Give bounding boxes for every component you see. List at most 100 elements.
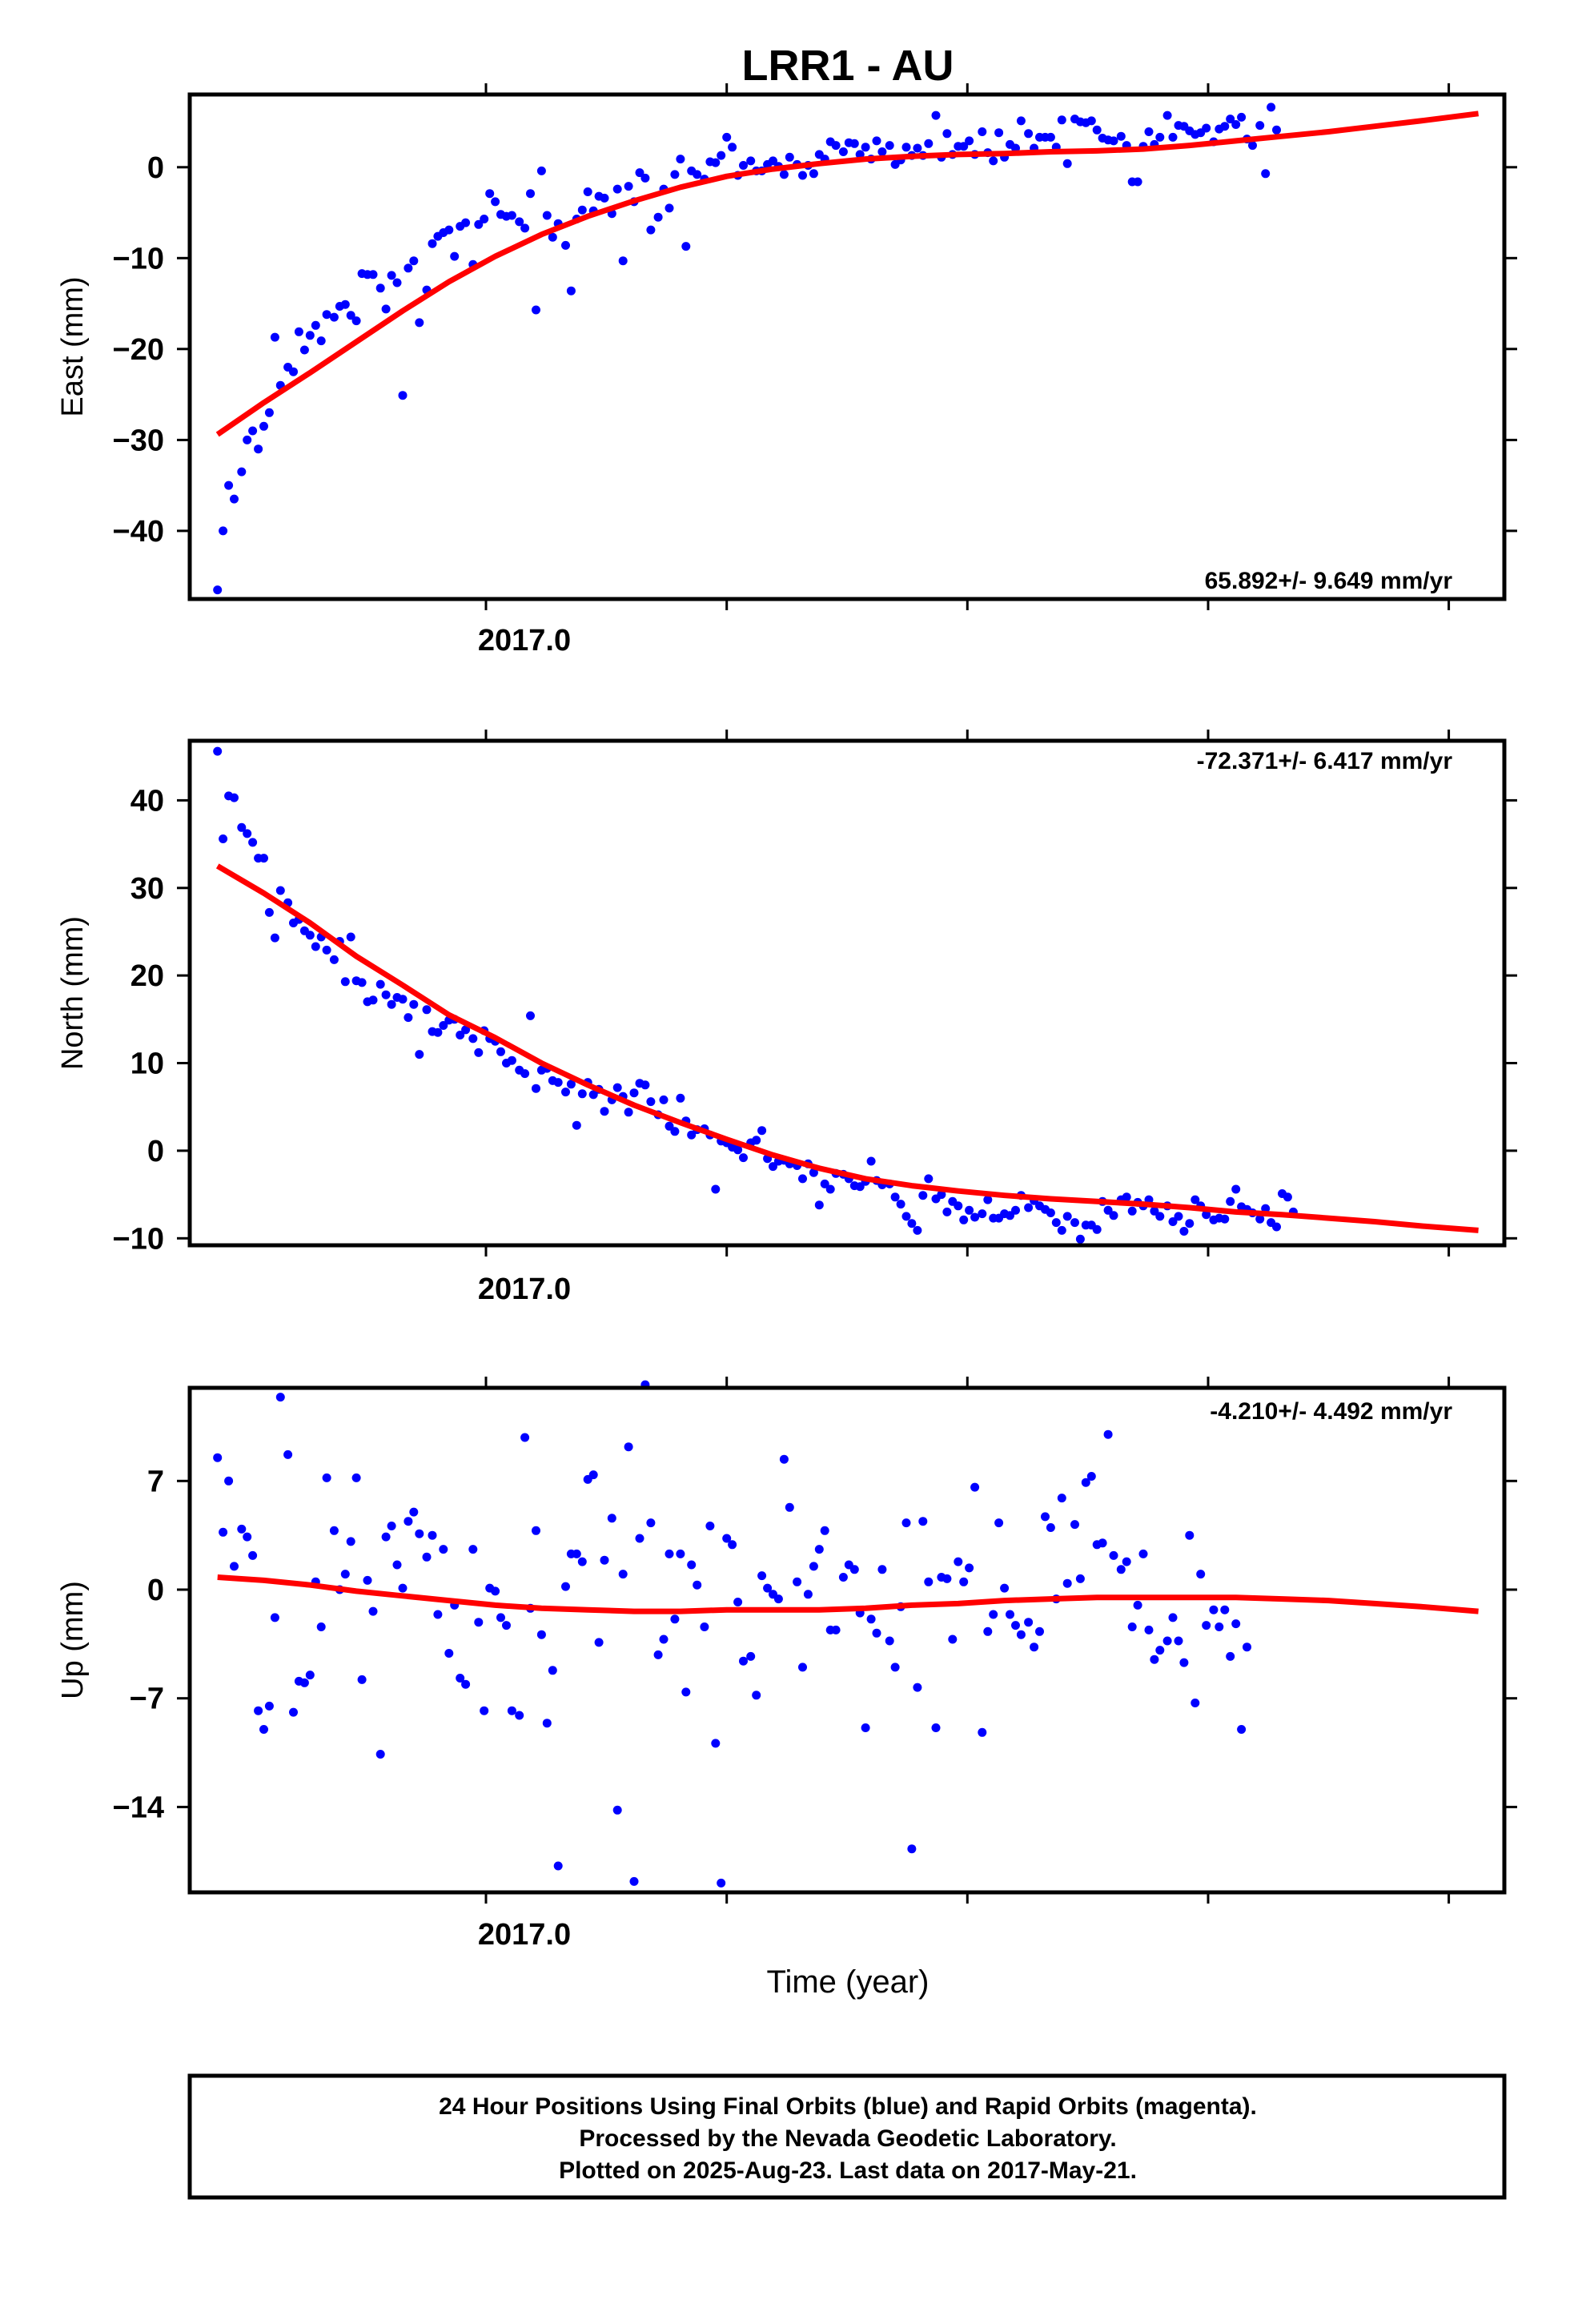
up-point <box>978 1727 987 1737</box>
north-point <box>809 1168 818 1177</box>
north-point <box>1185 1219 1195 1228</box>
up-point <box>872 1628 881 1638</box>
up-point <box>629 1876 639 1886</box>
up-point <box>1035 1626 1044 1636</box>
east-point <box>1016 116 1026 126</box>
up-point <box>536 1630 546 1639</box>
up-point <box>965 1563 974 1573</box>
north-point <box>629 1088 639 1098</box>
east-point <box>646 225 656 235</box>
up-point <box>942 1574 952 1583</box>
panel-up: 7 0 −7 −14 Up (mm) -4.210+/- 4.492 mm/yr 20… <box>56 1377 1517 1952</box>
x-axis-label: Time (year) <box>767 1964 930 2000</box>
up-ylabel: Up (mm) <box>56 1581 90 1699</box>
north-ytick-label: 20 <box>130 959 164 993</box>
up-point <box>687 1560 697 1570</box>
up-point <box>954 1557 963 1566</box>
up-point <box>461 1679 471 1689</box>
up-point <box>496 1613 505 1622</box>
north-point <box>577 1089 587 1099</box>
up-point <box>885 1636 894 1646</box>
up-point <box>901 1518 911 1528</box>
east-point <box>474 219 484 229</box>
north-point <box>624 1108 633 1117</box>
east-point <box>1267 103 1276 112</box>
east-point <box>1133 177 1142 187</box>
north-point <box>468 1034 478 1043</box>
up-point <box>653 1650 663 1659</box>
up-point <box>877 1565 887 1574</box>
east-point <box>536 166 546 175</box>
east-point <box>1162 111 1172 120</box>
up-point <box>918 1517 928 1526</box>
up-point <box>480 1706 489 1715</box>
east-point <box>213 585 223 595</box>
east-point <box>294 327 303 336</box>
north-ytick-label: 10 <box>130 1047 164 1081</box>
north-point <box>640 1080 650 1090</box>
north-point <box>346 932 355 942</box>
up-ytick-label: 7 <box>147 1465 164 1498</box>
panel-north: 40 30 20 10 0 −10 North (mm) -72.371+/- 6.417… <box>56 730 1517 1306</box>
up-point <box>618 1570 628 1579</box>
up-point <box>746 1651 756 1661</box>
east-point <box>264 408 274 417</box>
north-point <box>1191 1195 1200 1204</box>
up-point <box>1000 1583 1010 1593</box>
up-point <box>588 1470 598 1480</box>
east-point <box>1144 127 1154 136</box>
up-point <box>739 1656 748 1666</box>
east-point <box>798 171 807 180</box>
north-point <box>1226 1196 1235 1206</box>
up-point <box>814 1545 824 1554</box>
north-point <box>496 1047 505 1056</box>
north-point <box>757 1126 767 1136</box>
up-point <box>351 1473 361 1482</box>
up-point <box>243 1532 252 1542</box>
up-point <box>959 1577 969 1586</box>
north-point <box>422 1005 432 1015</box>
east-point <box>722 132 732 142</box>
up-point <box>693 1580 702 1590</box>
up-point <box>422 1552 432 1562</box>
up-point <box>409 1507 419 1517</box>
east-ytick-label: −30 <box>113 424 164 457</box>
north-point <box>687 1130 697 1140</box>
east-ytick-label: 0 <box>147 151 164 185</box>
north-point <box>978 1209 987 1219</box>
up-point <box>705 1522 715 1530</box>
east-point <box>717 151 726 160</box>
east-point <box>670 170 680 179</box>
east-point <box>561 240 570 250</box>
east-point <box>381 304 391 314</box>
up-point <box>577 1557 587 1566</box>
up-ytick-label: −14 <box>113 1791 164 1824</box>
caption-line-1: 24 Hour Positions Using Final Orbits (bl… <box>439 2093 1257 2120</box>
north-point <box>305 931 315 940</box>
north-point <box>1220 1214 1230 1224</box>
east-point <box>681 242 691 251</box>
north-marks <box>213 746 1479 1244</box>
up-point <box>733 1598 743 1606</box>
east-xtick-label: 2017.0 <box>478 624 571 657</box>
up-point <box>983 1626 993 1636</box>
up-point <box>1220 1605 1230 1614</box>
up-point <box>572 1549 581 1558</box>
up-point <box>415 1529 424 1538</box>
north-fit-line <box>215 863 1479 1233</box>
north-point <box>387 999 396 1009</box>
north-ytick-label: −10 <box>113 1222 164 1256</box>
east-point <box>583 187 592 196</box>
up-point <box>773 1594 783 1604</box>
east-point <box>224 480 234 490</box>
east-point <box>942 129 952 139</box>
up-point <box>1226 1651 1235 1661</box>
north-point <box>1046 1208 1055 1217</box>
north-point <box>1150 1206 1159 1216</box>
up-point <box>1086 1472 1096 1481</box>
north-point <box>659 1095 669 1104</box>
up-point <box>1075 1574 1085 1583</box>
north-point <box>1051 1218 1061 1228</box>
east-ytick-label: −40 <box>113 515 164 549</box>
north-point <box>1103 1205 1113 1215</box>
